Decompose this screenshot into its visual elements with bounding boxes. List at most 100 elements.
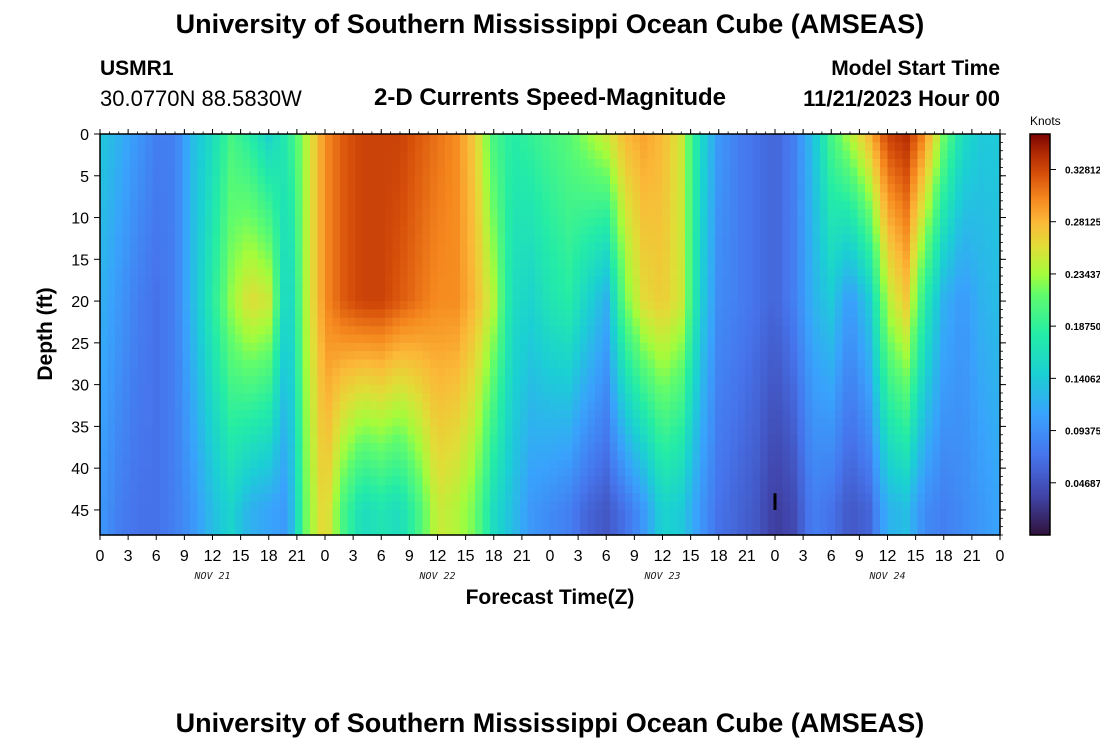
heatmap-cell bbox=[752, 301, 761, 311]
heatmap-cell bbox=[475, 459, 484, 469]
heatmap-cell bbox=[692, 451, 701, 461]
heatmap-cell bbox=[670, 493, 679, 503]
heatmap-cell bbox=[700, 209, 709, 219]
heatmap-cell bbox=[190, 192, 199, 202]
heatmap-cell bbox=[812, 225, 821, 235]
heatmap-cell bbox=[512, 234, 521, 244]
heatmap-cell bbox=[332, 159, 341, 169]
heatmap-cell bbox=[812, 493, 821, 503]
heatmap-cell bbox=[670, 468, 679, 478]
heatmap-cell bbox=[137, 150, 146, 160]
heatmap-cell bbox=[565, 175, 574, 185]
heatmap-cell bbox=[722, 334, 731, 344]
heatmap-cell bbox=[655, 192, 664, 202]
heatmap-cell bbox=[767, 376, 776, 386]
heatmap-cell bbox=[797, 159, 806, 169]
heatmap-cell bbox=[565, 276, 574, 285]
heatmap-cell bbox=[295, 493, 304, 503]
heatmap-cell bbox=[670, 443, 679, 453]
heatmap-cell bbox=[760, 209, 769, 219]
heatmap-cell bbox=[565, 409, 574, 419]
heatmap-cell bbox=[752, 359, 761, 369]
heatmap-cell bbox=[295, 342, 304, 352]
heatmap-cell bbox=[617, 267, 626, 277]
heatmap-cell bbox=[482, 134, 491, 143]
heatmap-cell bbox=[272, 234, 281, 244]
heatmap-cell bbox=[655, 225, 664, 235]
heatmap-cell bbox=[310, 426, 319, 436]
heatmap-cell bbox=[520, 276, 529, 285]
heatmap-cell bbox=[542, 276, 551, 285]
heatmap-cell bbox=[310, 276, 319, 285]
heatmap-cell bbox=[122, 292, 131, 302]
heatmap-cell bbox=[197, 493, 206, 503]
heatmap-cell bbox=[557, 418, 566, 427]
heatmap-cell bbox=[152, 359, 161, 369]
heatmap-cell bbox=[460, 459, 469, 469]
heatmap-cell bbox=[700, 267, 709, 277]
heatmap-cell bbox=[632, 142, 641, 152]
heatmap-cell bbox=[317, 267, 326, 277]
heatmap-cell bbox=[580, 159, 589, 169]
heatmap-cell bbox=[325, 234, 334, 244]
heatmap-cell bbox=[707, 392, 716, 402]
heatmap-cell bbox=[280, 292, 289, 302]
heatmap-cell bbox=[520, 418, 529, 427]
heatmap-cell bbox=[572, 501, 581, 511]
heatmap-cell bbox=[565, 493, 574, 503]
heatmap-cell bbox=[557, 434, 566, 444]
heatmap-cell bbox=[505, 217, 514, 227]
heatmap-cell bbox=[340, 142, 349, 152]
heatmap-cell bbox=[467, 150, 476, 160]
heatmap-cell bbox=[467, 518, 476, 528]
heatmap-cell bbox=[685, 468, 694, 478]
heatmap-cell bbox=[235, 142, 244, 152]
heatmap-cell bbox=[835, 184, 844, 194]
heatmap-cell bbox=[820, 476, 829, 486]
heatmap-cell bbox=[295, 225, 304, 235]
heatmap-cell bbox=[287, 418, 296, 427]
heatmap-cell bbox=[407, 459, 416, 469]
heatmap-cell bbox=[752, 217, 761, 227]
heatmap-cell bbox=[550, 209, 559, 219]
heatmap-cell bbox=[842, 468, 851, 478]
heatmap-cell bbox=[857, 468, 866, 478]
heatmap-cell bbox=[242, 459, 251, 469]
heatmap-cell bbox=[392, 309, 401, 319]
heatmap-cell bbox=[197, 200, 206, 210]
heatmap-cell bbox=[677, 267, 686, 277]
heatmap-cell bbox=[295, 234, 304, 244]
heatmap-cell bbox=[370, 142, 379, 152]
heatmap-cell bbox=[100, 359, 109, 369]
heatmap-cell bbox=[415, 509, 424, 519]
heatmap-cell bbox=[107, 292, 116, 302]
heatmap-cell bbox=[602, 217, 611, 227]
heatmap-cell bbox=[820, 284, 829, 294]
heatmap-cell bbox=[557, 468, 566, 478]
heatmap-cell bbox=[677, 242, 686, 252]
heatmap-cell bbox=[797, 292, 806, 302]
heatmap-cell bbox=[482, 225, 491, 235]
heatmap-cell bbox=[617, 134, 626, 143]
heatmap-cell bbox=[685, 484, 694, 494]
heatmap-cell bbox=[872, 451, 881, 461]
heatmap-cell bbox=[737, 384, 746, 394]
heatmap-cell bbox=[752, 401, 761, 411]
heatmap-cell bbox=[190, 159, 199, 169]
heatmap-cell bbox=[317, 225, 326, 235]
heatmap-cell bbox=[722, 367, 731, 377]
heatmap-cell bbox=[392, 359, 401, 369]
heatmap-cell bbox=[197, 476, 206, 486]
heatmap-cell bbox=[617, 301, 626, 311]
heatmap-cell bbox=[790, 209, 799, 219]
heatmap-cell bbox=[347, 217, 356, 227]
heatmap-cell bbox=[205, 509, 214, 519]
heatmap-cell bbox=[482, 476, 491, 486]
heatmap-cell bbox=[497, 242, 506, 252]
heatmap-cell bbox=[602, 434, 611, 444]
heatmap-cell bbox=[175, 392, 184, 402]
heatmap-cell bbox=[340, 443, 349, 453]
heatmap-cell bbox=[340, 484, 349, 494]
heatmap-cell bbox=[692, 384, 701, 394]
heatmap-cell bbox=[655, 134, 664, 143]
